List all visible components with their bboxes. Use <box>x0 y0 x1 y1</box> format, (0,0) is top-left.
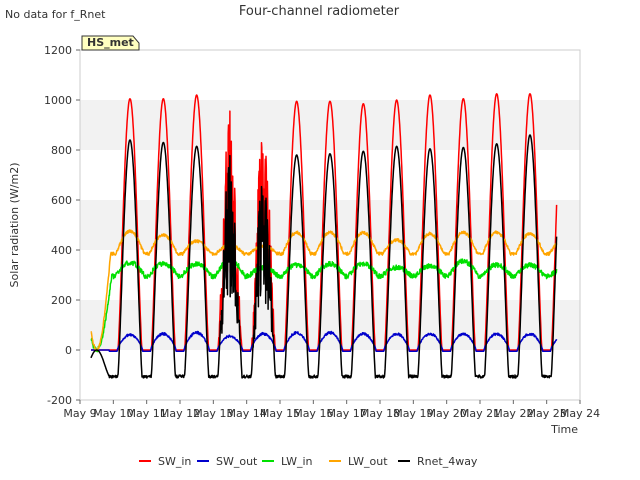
legend: SW_in SW_out LW_in LW_out Rnet_4way <box>139 455 478 468</box>
x-tick-label: May 10 <box>93 407 133 420</box>
legend-label: Rnet_4way <box>417 455 478 468</box>
x-tick-label: May 21 <box>460 407 500 420</box>
y-tick-label: 0 <box>65 344 72 357</box>
x-tick-label: May 9 <box>63 407 96 420</box>
x-tick-label: May 12 <box>160 407 200 420</box>
chart-title: Four-channel radiometer <box>239 4 400 19</box>
legend-entry-rnet-4way: Rnet_4way <box>398 455 478 468</box>
x-tick-label: May 19 <box>393 407 433 420</box>
y-tick-label: 1200 <box>44 44 72 57</box>
y-tick-label: 400 <box>51 244 72 257</box>
legend-entry-lw-in: LW_in <box>262 455 313 468</box>
x-tick-label: May 20 <box>427 407 467 420</box>
series-layer <box>90 93 558 379</box>
no-data-note: No data for f_Rnet <box>5 8 106 21</box>
grid-band <box>80 300 580 350</box>
badge-label: HS_met <box>87 36 134 49</box>
hs-met-badge: HS_met <box>81 35 140 51</box>
x-tick-label: May 13 <box>193 407 233 420</box>
grid-band <box>80 100 580 150</box>
x-tick-label: May 11 <box>127 407 167 420</box>
x-axis-label: Time <box>550 423 578 436</box>
x-tick-label: May 17 <box>327 407 367 420</box>
x-tick-label: May 23 <box>527 407 567 420</box>
legend-entry-lw-out: LW_out <box>329 455 388 468</box>
y-tick-label: 600 <box>51 194 72 207</box>
legend-label: SW_out <box>216 455 258 468</box>
legend-entry-sw-in: SW_in <box>139 455 191 468</box>
series-sw-in-line <box>90 93 558 351</box>
plot-frame <box>79 49 581 401</box>
y-tick-label: 1000 <box>44 94 72 107</box>
legend-label: LW_out <box>348 455 388 468</box>
x-tick-label: May 16 <box>293 407 333 420</box>
legend-label: SW_in <box>158 455 191 468</box>
legend-label: LW_in <box>281 455 313 468</box>
x-tick-label: May 15 <box>260 407 300 420</box>
series-lw-in-line <box>90 257 558 353</box>
grid-bands <box>80 100 580 350</box>
legend-entry-sw-out: SW_out <box>197 455 258 468</box>
x-tick-label: May 18 <box>360 407 400 420</box>
series-sw-out-line <box>90 330 558 353</box>
grid-band <box>80 200 580 250</box>
x-tick-label: May 24 <box>560 407 600 420</box>
y-axis-ticks: -200 0 200 400 600 800 1000 1200 <box>44 44 80 407</box>
x-tick-label: May 22 <box>493 407 533 420</box>
series-rnet-4way-line <box>90 134 558 379</box>
x-tick-label: May 14 <box>227 407 267 420</box>
y-tick-label: -200 <box>47 394 72 407</box>
y-axis-label: Solar radiation (W/m2) <box>8 162 21 287</box>
y-tick-label: 200 <box>51 294 72 307</box>
y-tick-label: 800 <box>51 144 72 157</box>
